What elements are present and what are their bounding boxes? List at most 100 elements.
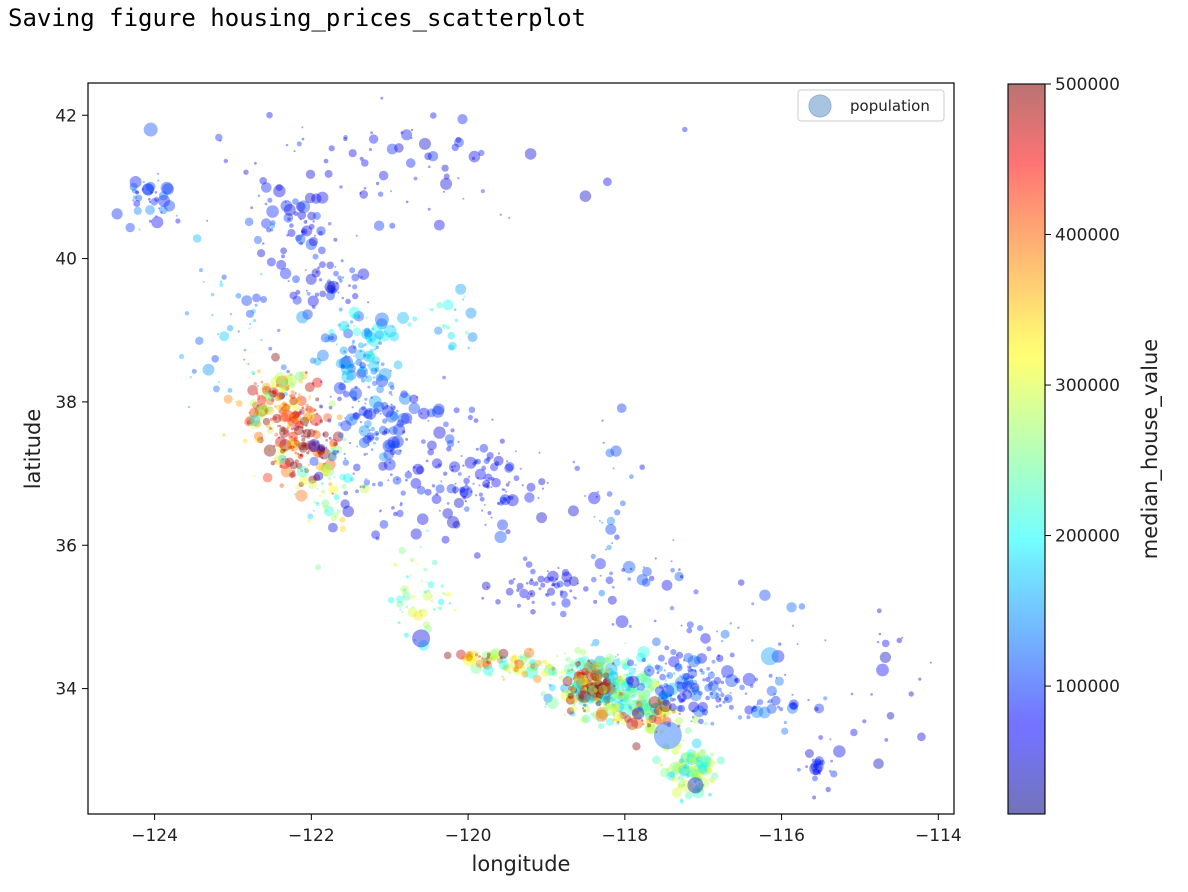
scatter-point	[289, 461, 298, 470]
scatter-point	[267, 448, 271, 452]
scatter-point	[579, 688, 587, 695]
scatter-point	[668, 694, 672, 697]
scatter-point	[357, 366, 369, 378]
scatter-point	[506, 460, 509, 463]
scatter-point	[673, 698, 676, 702]
scatter-point	[687, 668, 698, 679]
scatter-point	[284, 457, 295, 467]
scatter-point	[611, 662, 615, 665]
scatter-point	[304, 470, 307, 473]
scatter-point	[303, 431, 306, 434]
scatter-point	[660, 701, 664, 705]
scatter-point	[708, 776, 715, 783]
scatter-point	[615, 615, 629, 628]
scatter-point	[217, 333, 220, 336]
scatter-point	[463, 654, 476, 667]
scatter-point	[431, 559, 438, 566]
scatter-point	[509, 495, 514, 500]
scatter-point	[722, 675, 725, 678]
scatter-point	[279, 457, 291, 469]
scatter-point	[707, 680, 719, 692]
scatter-point	[486, 655, 493, 662]
scatter-point	[677, 783, 683, 789]
scatter-point	[319, 463, 331, 476]
scatter-point	[470, 490, 473, 493]
x-tick-label: −120	[445, 826, 492, 846]
scatter-point	[309, 413, 323, 426]
scatter-point	[313, 473, 321, 481]
scatter-point	[293, 425, 304, 436]
colorbar-tick-label: 100000	[1055, 677, 1120, 697]
scatter-point	[583, 685, 586, 688]
scatter-point	[295, 418, 299, 422]
scatter-point	[648, 678, 651, 681]
scatter-point	[532, 584, 535, 587]
scatter-point	[654, 664, 660, 670]
scatter-point	[301, 426, 304, 429]
scatter-point	[862, 719, 867, 724]
scatter-point	[440, 584, 444, 588]
scatter-point	[494, 461, 500, 466]
scatter-point	[246, 420, 251, 425]
scatter-point	[438, 606, 443, 611]
scatter-point	[525, 561, 533, 568]
scatter-point	[638, 709, 641, 712]
scatter-point	[595, 684, 609, 698]
scatter-point	[589, 689, 602, 702]
scatter-point	[595, 684, 601, 691]
scatter-point	[620, 699, 623, 703]
scatter-point	[602, 441, 605, 444]
scatter-point	[675, 716, 684, 725]
scatter-point	[530, 609, 536, 615]
scatter-point	[289, 472, 295, 478]
scatter-point	[503, 665, 507, 668]
scatter-point	[415, 563, 418, 566]
scatter-point	[605, 702, 610, 707]
scatter-point	[296, 465, 309, 478]
scatter-point	[694, 771, 704, 781]
scatter-point	[363, 354, 366, 357]
scatter-point	[260, 296, 268, 303]
scatter-point	[473, 418, 479, 423]
scatter-point	[355, 489, 359, 494]
scatter-point	[446, 440, 455, 448]
scatter-point	[265, 422, 271, 428]
scatter-point	[440, 177, 453, 190]
scatter-point	[283, 449, 287, 452]
scatter-point	[397, 412, 410, 425]
scatter-point	[531, 669, 534, 673]
scatter-point	[376, 318, 388, 330]
scatter-point	[451, 143, 459, 152]
scatter-point	[430, 599, 434, 603]
scatter-point	[565, 669, 577, 681]
scatter-point	[353, 324, 356, 327]
scatter-point	[610, 699, 614, 703]
scatter-point	[630, 711, 637, 719]
scatter-point	[584, 681, 588, 685]
scatter-point	[395, 595, 404, 603]
scatter-point	[430, 595, 433, 598]
scatter-point	[611, 585, 615, 589]
scatter-point	[723, 694, 733, 704]
scatter-point	[305, 289, 308, 292]
scatter-point	[488, 673, 493, 678]
scatter-point	[287, 405, 292, 410]
scatter-point	[690, 784, 694, 787]
scatter-point	[603, 701, 613, 710]
scatter-point	[338, 279, 343, 283]
scatter-point	[361, 332, 364, 335]
scatter-point	[386, 404, 389, 407]
scatter-point	[596, 670, 600, 674]
scatter-point	[678, 771, 681, 774]
scatter-point	[513, 666, 519, 673]
scatter-point	[669, 761, 681, 774]
scatter-point	[594, 675, 599, 680]
scatter-point	[402, 592, 411, 601]
scatter-point	[273, 184, 286, 198]
scatter-point	[708, 792, 712, 797]
scatter-point	[468, 406, 476, 414]
scatter-point	[273, 416, 278, 421]
scatter-point	[691, 715, 700, 724]
scatter-point	[300, 234, 304, 237]
scatter-point	[720, 691, 723, 693]
